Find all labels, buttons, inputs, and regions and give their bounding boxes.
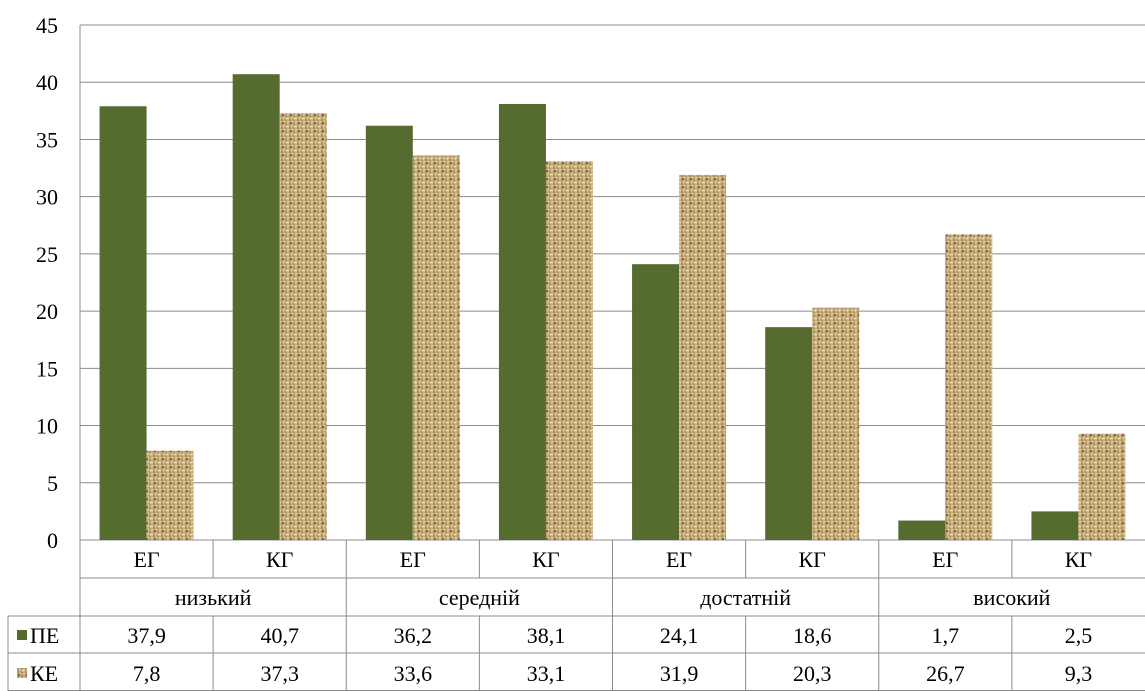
legend-label: ПЕ — [30, 623, 59, 648]
y-tick-label: 15 — [36, 356, 58, 381]
y-tick-label: 0 — [47, 528, 58, 553]
bar-pe — [765, 327, 813, 540]
x-category-label: ЕГ — [133, 547, 159, 572]
data-value-label: 37,3 — [260, 661, 299, 686]
data-value-label: 20,3 — [793, 661, 832, 686]
bars — [99, 74, 1126, 540]
data-value-label: 33,1 — [527, 661, 566, 686]
data-value-label: 18,6 — [793, 623, 832, 648]
data-value-label: 24,1 — [660, 623, 699, 648]
x-category-label: КГ — [798, 547, 826, 572]
y-tick-label: 20 — [36, 299, 58, 324]
y-tick-label: 30 — [36, 185, 58, 210]
y-tick-label: 5 — [47, 471, 58, 496]
x-category-label: ЕГ — [666, 547, 692, 572]
legend-swatch — [17, 630, 27, 640]
data-value-label: 9,3 — [1065, 661, 1093, 686]
data-value-label: 36,2 — [394, 623, 433, 648]
data-table: ЕГ КГ ЕГ КГ ЕГ КГ ЕГ КГ низький середній достатній… — [7, 540, 1145, 691]
y-tick-label: 35 — [36, 127, 58, 152]
bar-ke — [945, 234, 993, 540]
bar-pe — [632, 264, 680, 540]
x-category-label: ЕГ — [932, 547, 958, 572]
y-axis-ticks: 0 5 10 15 20 25 30 35 40 45 — [36, 13, 58, 553]
y-tick-label: 10 — [36, 414, 58, 439]
data-value-label: 2,5 — [1065, 623, 1093, 648]
data-value-label: 26,7 — [926, 661, 965, 686]
y-tick-label: 25 — [36, 242, 58, 267]
x-category-label: КГ — [1065, 547, 1093, 572]
x-group-label: високий — [973, 585, 1050, 610]
bar-ke — [545, 161, 593, 540]
x-category-label: КГ — [532, 547, 560, 572]
bar-ke — [1078, 433, 1126, 540]
bar-ke — [412, 155, 460, 540]
bar-pe — [498, 103, 546, 540]
x-category-label: КГ — [266, 547, 294, 572]
bar-ke — [279, 113, 327, 540]
bar-ke — [679, 174, 727, 540]
legend-swatch — [17, 668, 27, 678]
x-group-label: середній — [439, 585, 520, 610]
y-tick-label: 40 — [36, 70, 58, 95]
data-value-label: 38,1 — [527, 623, 566, 648]
legend-label: КЕ — [30, 661, 58, 686]
data-value-label: 1,7 — [932, 623, 960, 648]
x-category-label: ЕГ — [400, 547, 426, 572]
bar-pe — [898, 520, 946, 540]
bar-pe — [365, 125, 413, 540]
data-value-label: 37,9 — [127, 623, 166, 648]
bar-pe — [232, 74, 280, 540]
bar-pe — [1031, 511, 1079, 540]
data-value-label: 33,6 — [394, 661, 433, 686]
x-group-label: достатній — [700, 585, 791, 610]
bar-pe — [99, 106, 147, 540]
y-tick-label: 45 — [36, 13, 58, 38]
x-group-label: низький — [175, 585, 252, 610]
data-value-label: 7,8 — [133, 661, 161, 686]
bar-ke — [146, 450, 194, 540]
data-value-label: 31,9 — [660, 661, 699, 686]
data-value-label: 40,7 — [260, 623, 299, 648]
bar-ke — [812, 307, 860, 540]
